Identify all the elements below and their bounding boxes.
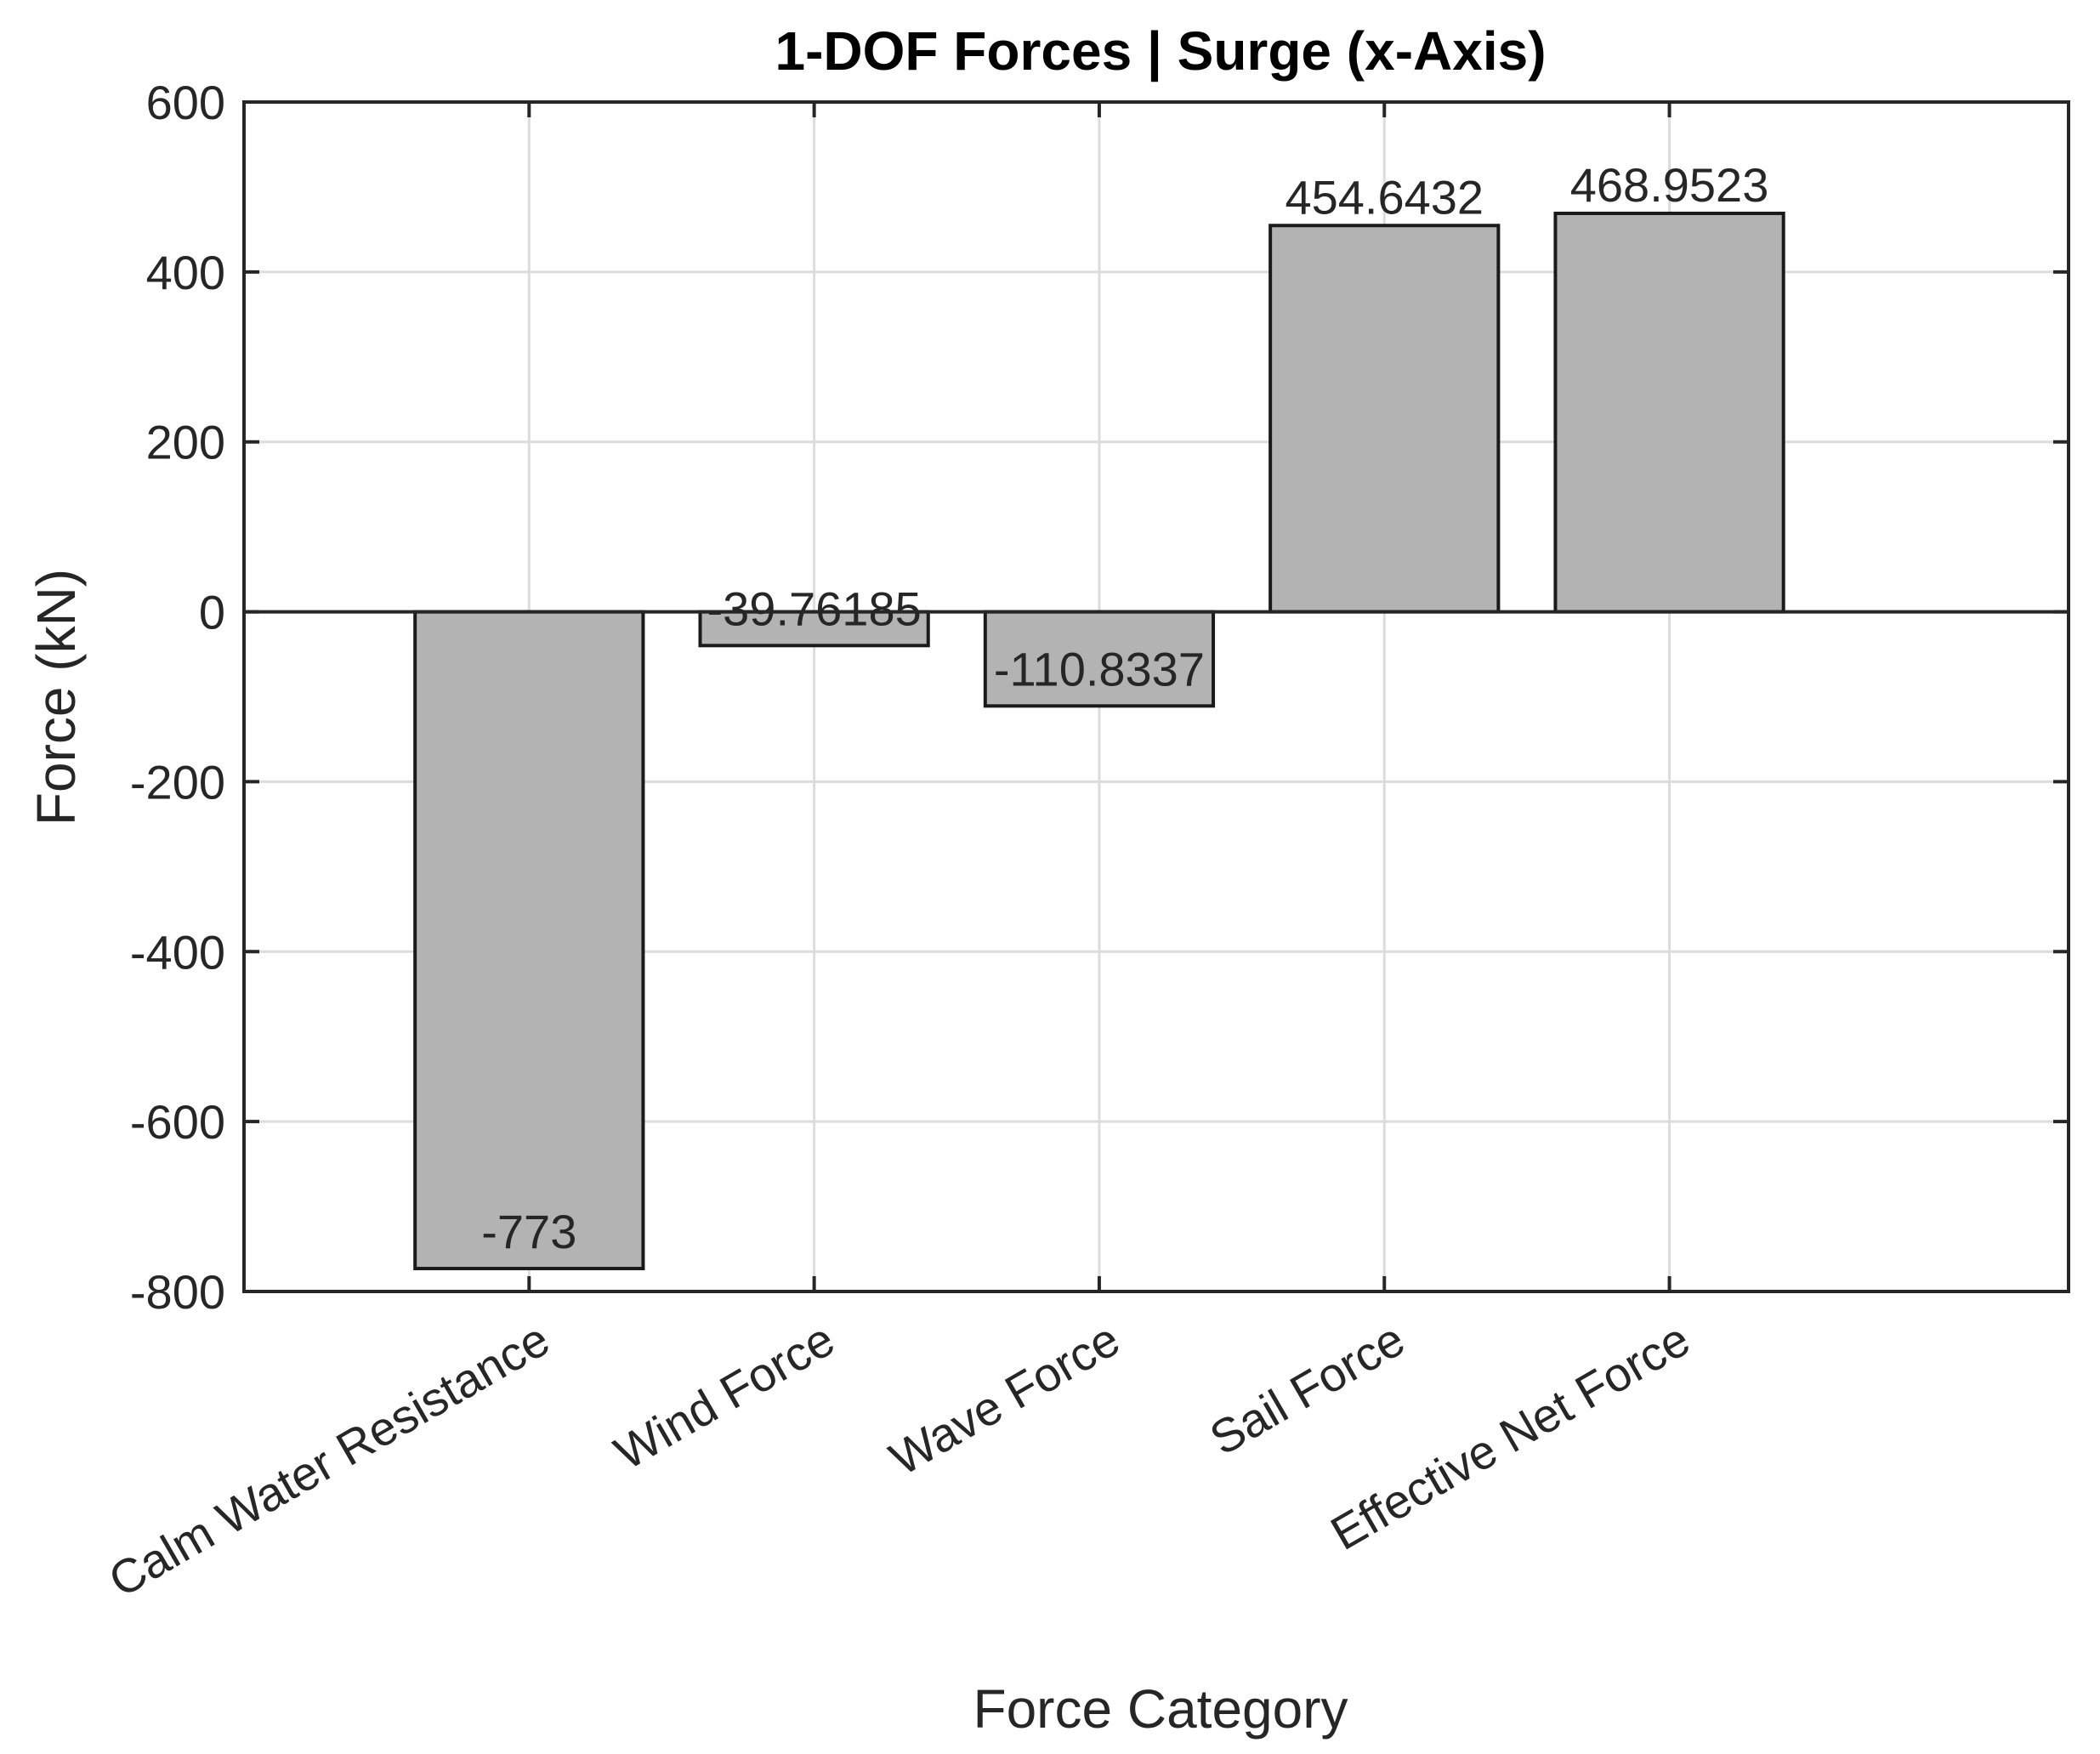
data-label: -39.76185	[707, 582, 922, 635]
y-tick-label: -200	[130, 755, 225, 809]
y-tick-label: -800	[130, 1265, 225, 1319]
data-label: 454.6432	[1285, 170, 1484, 224]
chart-title: 1-DOF Forces | Surge (x-Axis)	[775, 20, 1547, 82]
bar	[983, 610, 1216, 708]
plot-frame	[242, 100, 2070, 1293]
y-tick-label: 400	[146, 246, 225, 299]
bar	[413, 610, 645, 1271]
y-tick-label: -400	[130, 925, 225, 979]
x-axis-label: Force Category	[973, 1678, 1348, 1740]
y-tick-label: 0	[199, 586, 225, 639]
bar	[1269, 224, 1501, 614]
y-axis-label: Force (kN)	[26, 569, 87, 826]
data-label: -110.8337	[994, 642, 1205, 695]
bar-layer	[244, 211, 2069, 1271]
tick-layer	[244, 100, 2069, 1293]
y-tick-label: 600	[146, 76, 225, 129]
data-label: -773	[481, 1205, 576, 1258]
data-label: 468.9523	[1570, 158, 1769, 212]
y-tick-label: 200	[146, 416, 225, 469]
y-tick-label: -600	[130, 1095, 225, 1149]
bar	[1553, 211, 1785, 614]
